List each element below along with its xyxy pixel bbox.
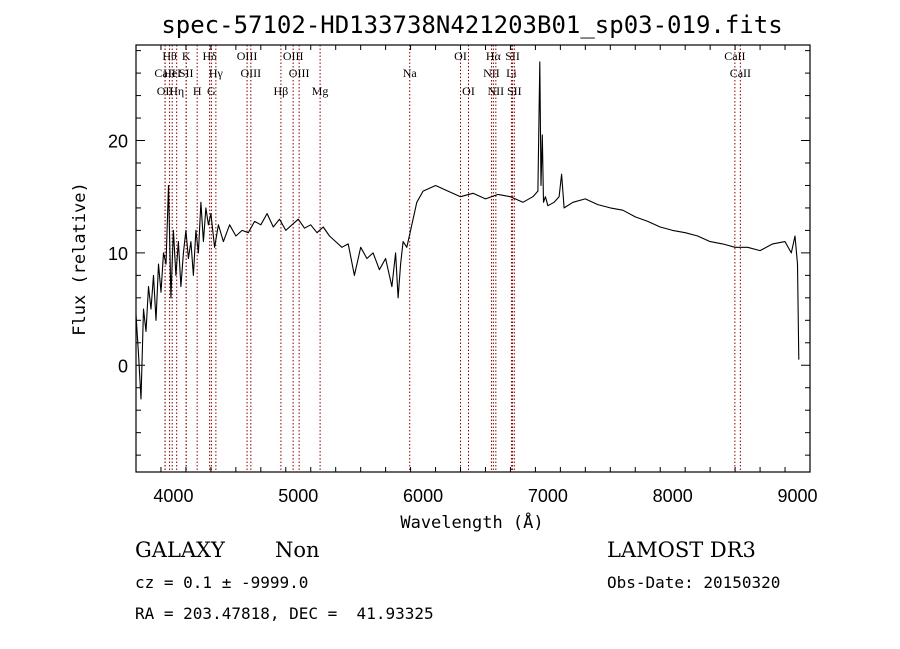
x-tick-label: 9000 — [777, 486, 817, 506]
spectral-line-label: H — [193, 84, 202, 98]
spectral-line-label: Hγ — [209, 66, 224, 80]
x-axis-label: Wavelength (Å) — [400, 511, 543, 533]
spectral-line-markers: CaIIOIIHθHeIHηKSIIHHδGHγOIIIOIIIHβOIIIOI… — [154, 45, 751, 472]
spectrum-chart: spec-57102-HD133738N421203B01_sp03-019.f… — [70, 11, 818, 533]
spectral-line-label: NII — [488, 84, 505, 98]
spectrum-series — [135, 61, 800, 400]
spectral-line-label: Hη — [169, 84, 184, 98]
x-tick-label: 6000 — [403, 486, 443, 506]
y-axis-label: Flux (relative) — [70, 182, 90, 336]
spectrum-line — [135, 61, 800, 400]
spectral-line-label: Hα — [486, 49, 502, 63]
y-axis-ticks: 0 10 20 — [108, 50, 810, 456]
spectral-line-label: Mg — [312, 84, 329, 98]
spectral-line-label: OI — [462, 84, 475, 98]
spectral-line-label: Na — [403, 66, 418, 80]
spectral-line-label: OIII — [289, 66, 310, 80]
chart-title: spec-57102-HD133738N421203B01_sp03-019.f… — [161, 11, 782, 39]
object-class: GALAXY — [135, 538, 225, 562]
x-axis-ticks: 4000 5000 6000 7000 8000 9000 — [135, 45, 818, 506]
plot-frame — [135, 44, 811, 473]
x-tick-label: 8000 — [653, 486, 693, 506]
spectral-line-label: OIII — [237, 49, 258, 63]
observation-date: Obs-Date: 20150320 — [607, 573, 781, 592]
spectral-line-label: CaII — [730, 66, 751, 80]
spectral-line-label: CaII — [724, 49, 745, 63]
spectral-line-label: NII — [483, 66, 500, 80]
y-tick-label: 10 — [108, 244, 128, 264]
spectral-line-label: SII — [179, 66, 194, 80]
y-tick-label: 0 — [118, 356, 128, 376]
x-tick-label: 5000 — [278, 486, 318, 506]
spectral-line-label: G — [207, 84, 216, 98]
spectral-line-label: OIII — [241, 66, 262, 80]
spectral-line-label: Hθ — [162, 49, 177, 63]
spectral-line-label: SII — [505, 49, 520, 63]
x-tick-label: 4000 — [153, 486, 193, 506]
spectral-line-label: Hβ — [274, 84, 289, 98]
object-subclass: Non — [275, 538, 320, 562]
y-tick-label: 20 — [108, 132, 128, 152]
spectral-line-label: OI — [454, 49, 467, 63]
survey-name: LAMOST DR3 — [607, 538, 756, 562]
x-tick-label: 7000 — [528, 486, 568, 506]
spectral-line-label: OIII — [283, 49, 304, 63]
coordinates-readout: RA = 203.47818, DEC = 41.93325 — [135, 604, 434, 623]
redshift-readout: cz = 0.1 ± -9999.0 — [135, 573, 309, 592]
spectral-line-label: Hδ — [202, 49, 217, 63]
spectral-line-label: Li — [506, 66, 517, 80]
spectral-line-label: SII — [507, 84, 522, 98]
